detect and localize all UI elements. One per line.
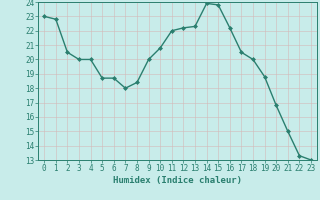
X-axis label: Humidex (Indice chaleur): Humidex (Indice chaleur): [113, 176, 242, 185]
